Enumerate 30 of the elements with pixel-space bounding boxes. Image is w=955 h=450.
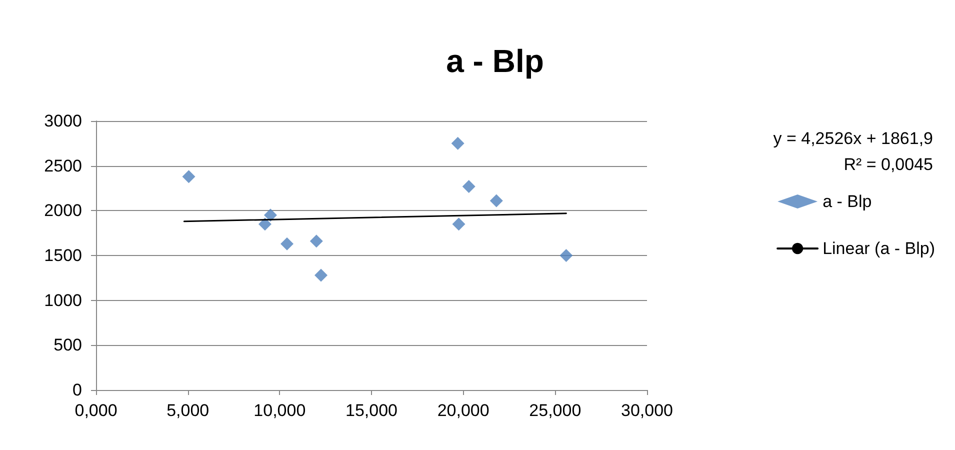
point <box>258 218 272 231</box>
point <box>560 249 573 262</box>
point <box>451 136 464 150</box>
x-tick-label: 25,000 <box>529 401 582 420</box>
x-tick-label: 0,000 <box>74 401 118 420</box>
point <box>182 170 196 184</box>
x-tick-label: 20,000 <box>437 401 490 420</box>
legend-label: Linear (a - Blp) <box>822 239 936 258</box>
x-tick-label: 30,000 <box>621 401 673 420</box>
point <box>280 237 294 250</box>
point <box>310 234 323 248</box>
text: R² = 0,0045 <box>844 155 933 174</box>
text: y = 4,2526x + 1861,9 <box>773 129 934 148</box>
y-tick-label: 1000 <box>44 290 82 310</box>
point <box>452 218 466 231</box>
point <box>462 180 476 193</box>
y-tick-label: 2500 <box>44 156 82 176</box>
point <box>490 194 503 208</box>
x-tick-label: 5,000 <box>166 401 210 420</box>
y-tick-label: 0 <box>72 380 82 400</box>
point <box>314 268 328 282</box>
y-tick-label: 500 <box>54 336 82 355</box>
y-tick-label: 1500 <box>44 246 82 265</box>
y-tick-label: 2000 <box>44 201 82 220</box>
y-tick-label: 3000 <box>44 112 82 130</box>
legend-label: a - Blp <box>822 192 872 211</box>
point <box>264 208 277 222</box>
chart-title: a - Blp <box>446 43 544 79</box>
x-tick-label: 15,000 <box>346 401 398 420</box>
x-tick-label: 10,000 <box>254 401 306 420</box>
